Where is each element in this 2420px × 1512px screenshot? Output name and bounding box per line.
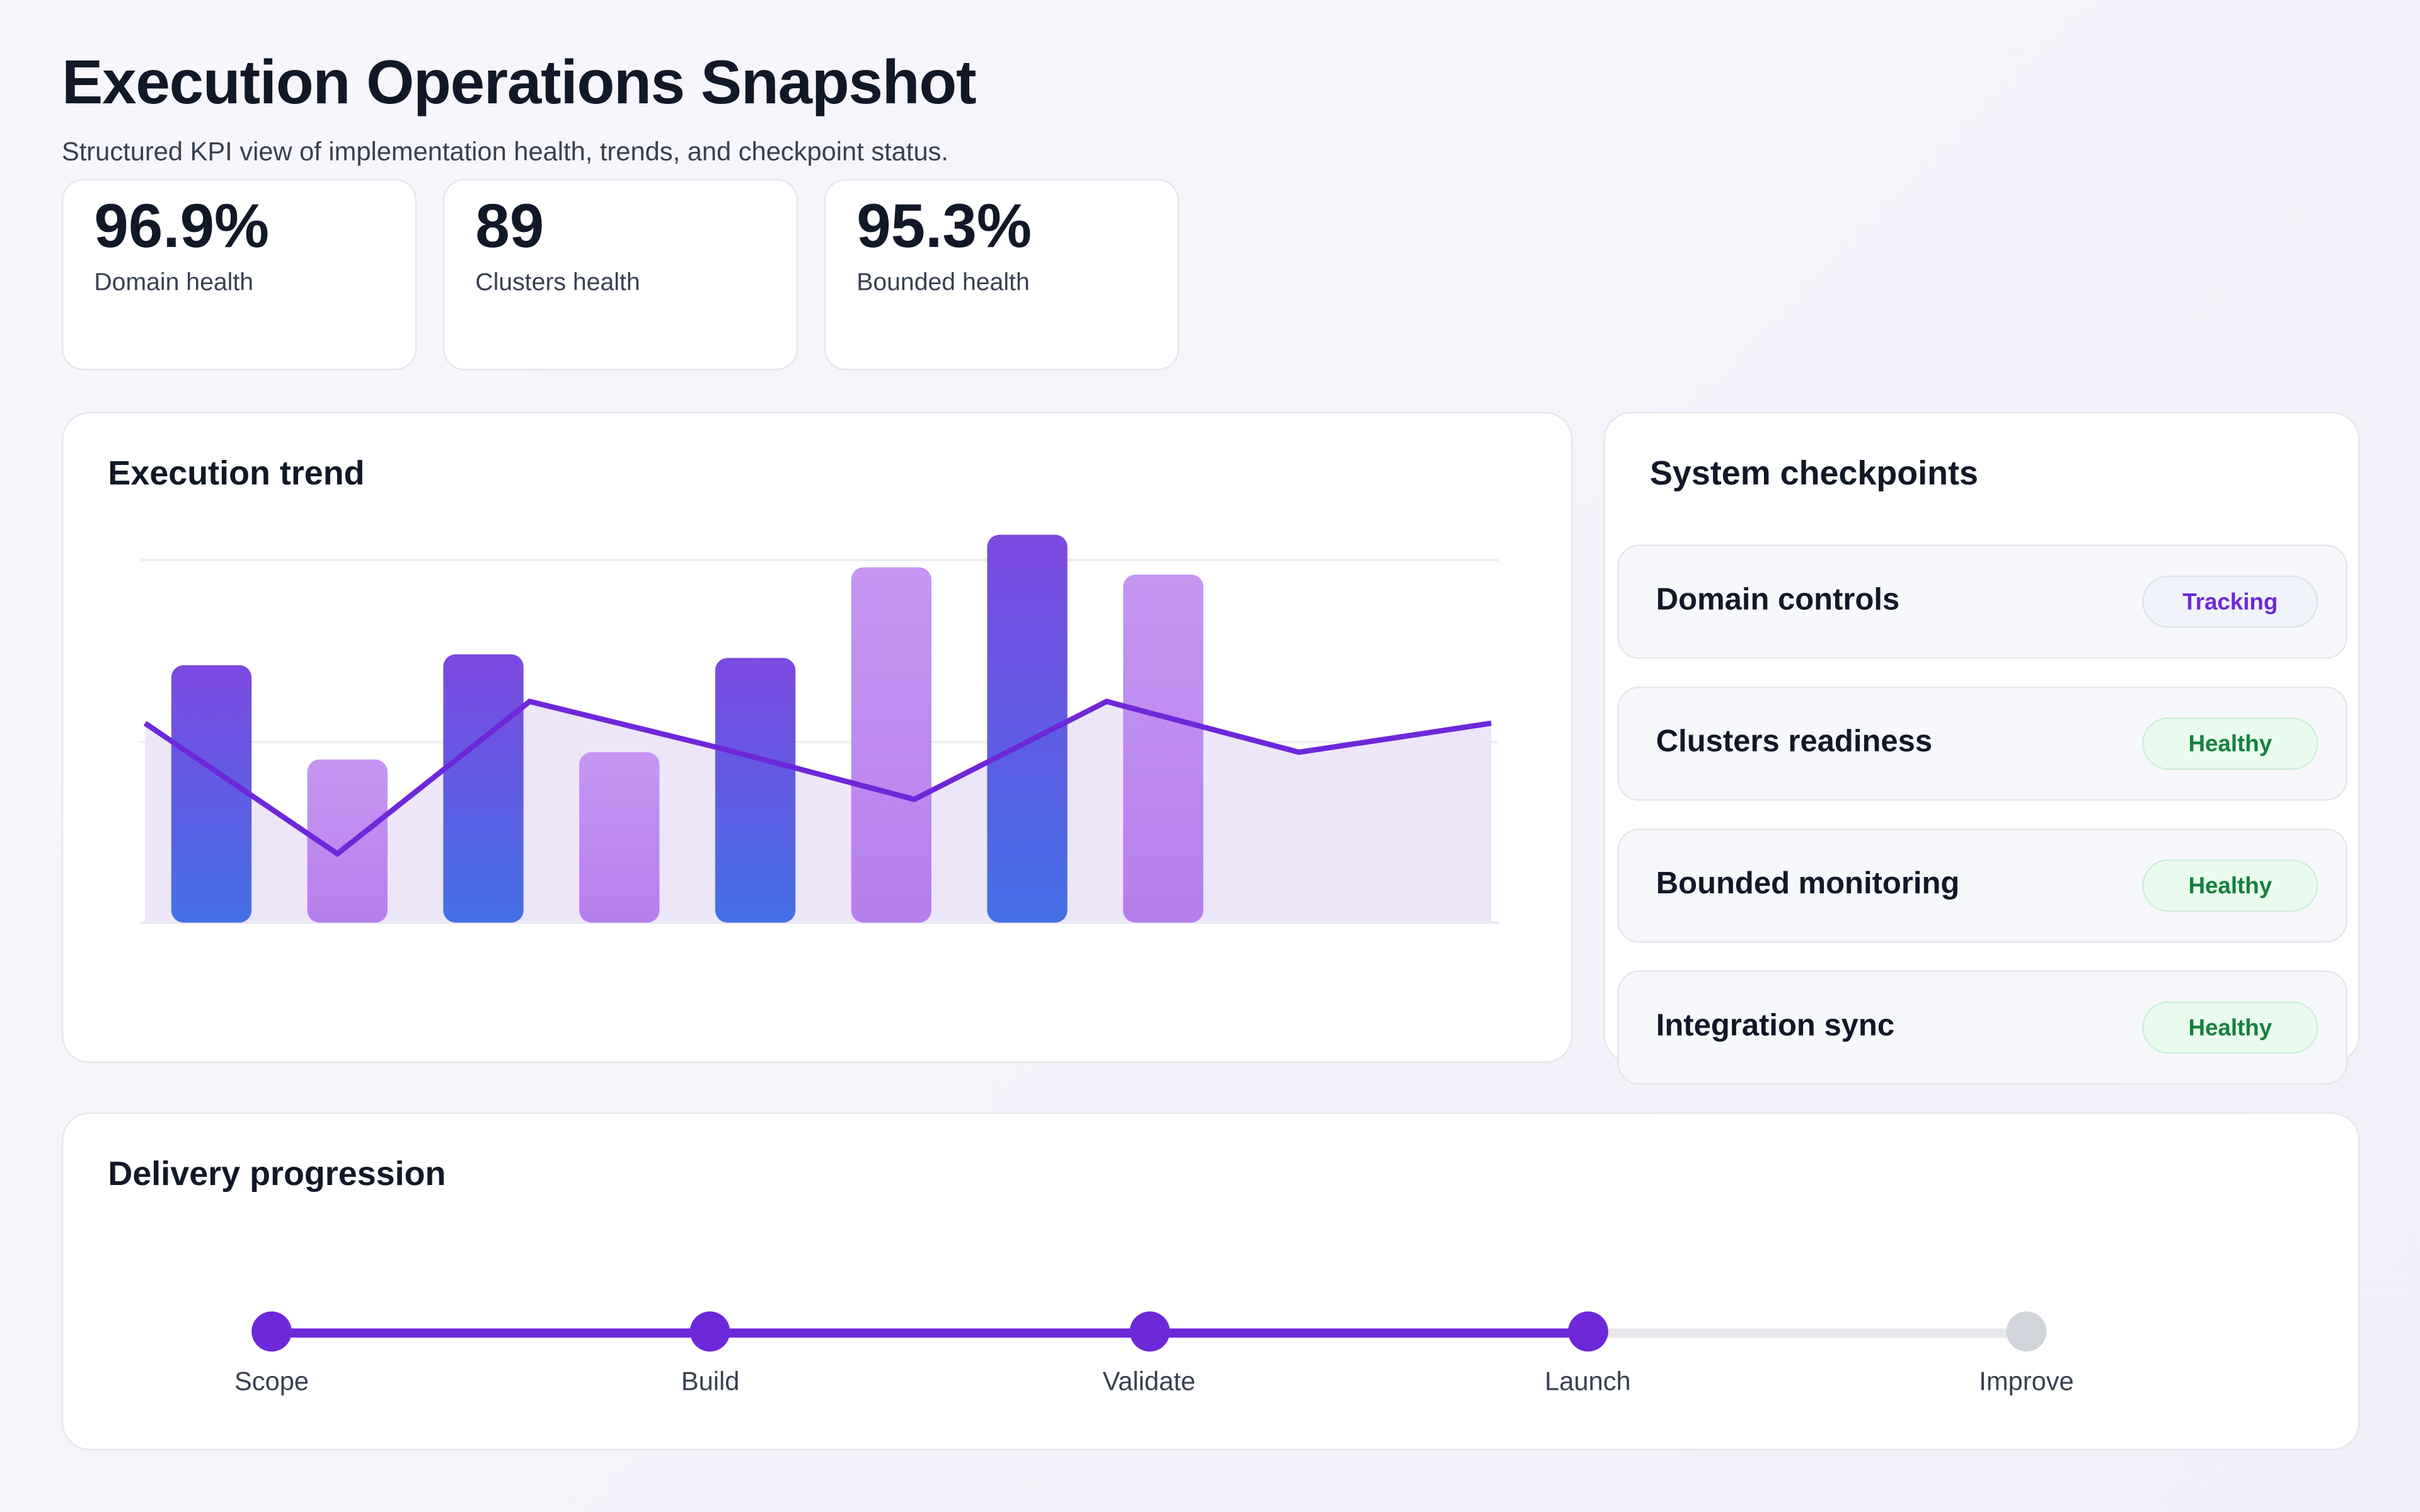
step-scope: Scope xyxy=(179,1311,364,1398)
card-title: System checkpoints xyxy=(1649,454,1979,493)
progress-fill xyxy=(272,1328,1588,1338)
execution-trend-card: Execution trend xyxy=(61,411,1573,1063)
bar xyxy=(851,567,931,923)
step-dot xyxy=(1129,1311,1170,1352)
step-dot xyxy=(2006,1311,2047,1352)
step-validate: Validate xyxy=(1056,1311,1242,1398)
checkpoint-name: Clusters readiness xyxy=(1656,725,1933,759)
bar xyxy=(715,658,796,923)
kpi-value: 89 xyxy=(475,193,544,261)
kpi-value: 96.9% xyxy=(94,193,270,261)
checkpoint-name: Integration sync xyxy=(1656,1009,1895,1043)
step-dot xyxy=(690,1311,730,1352)
bar xyxy=(987,534,1068,923)
step-label: Improve xyxy=(1979,1366,2074,1397)
status-badge: Healthy xyxy=(2142,859,2319,912)
step-label: Build xyxy=(681,1366,740,1397)
kpi-label: Clusters health xyxy=(475,270,640,297)
kpi-card-domain-health: 96.9% Domain health xyxy=(61,179,417,370)
bar xyxy=(171,665,252,923)
status-badge: Tracking xyxy=(2142,575,2319,628)
kpi-label: Bounded health xyxy=(856,270,1030,297)
kpi-label: Domain health xyxy=(94,270,254,297)
bar xyxy=(579,752,660,923)
status-badge: Healthy xyxy=(2142,1001,2319,1054)
bar xyxy=(1123,575,1204,923)
kpi-value: 95.3% xyxy=(856,193,1032,261)
checkpoint-name: Domain controls xyxy=(1656,583,1900,617)
checkpoint-name: Bounded monitoring xyxy=(1656,867,1960,902)
card-title: Delivery progression xyxy=(108,1154,446,1193)
checkpoint-integration-sync[interactable]: Integration sync Healthy xyxy=(1617,970,2348,1085)
step-improve: Improve xyxy=(1934,1311,2119,1398)
kpi-card-bounded-health: 95.3% Bounded health xyxy=(824,179,1180,370)
step-dot xyxy=(1567,1311,1608,1352)
trend-line xyxy=(143,698,1492,857)
status-badge: Healthy xyxy=(2142,717,2319,770)
step-label: Launch xyxy=(1545,1366,1631,1397)
page-title: Execution Operations Snapshot xyxy=(61,49,977,118)
step-launch: Launch xyxy=(1495,1311,1680,1398)
card-title: Execution trend xyxy=(108,454,365,493)
system-checkpoints-card: System checkpoints Domain controls Track… xyxy=(1603,411,2360,1085)
execution-trend-chart xyxy=(140,534,1499,924)
step-build: Build xyxy=(618,1311,803,1398)
bar xyxy=(307,759,388,923)
step-label: Validate xyxy=(1102,1366,1196,1397)
page-subtitle: Structured KPI view of implementation he… xyxy=(61,137,948,167)
step-dot xyxy=(251,1311,292,1352)
delivery-progression-card: Delivery progression xyxy=(61,1112,2360,1451)
checkpoint-bounded-monitoring[interactable]: Bounded monitoring Healthy xyxy=(1617,828,2348,943)
checkpoint-domain-controls[interactable]: Domain controls Tracking xyxy=(1617,544,2348,659)
checkpoint-clusters-readiness[interactable]: Clusters readiness Healthy xyxy=(1617,686,2348,801)
kpi-card-clusters-health: 89 Clusters health xyxy=(442,179,798,370)
bar xyxy=(443,654,524,923)
step-label: Scope xyxy=(234,1366,309,1397)
